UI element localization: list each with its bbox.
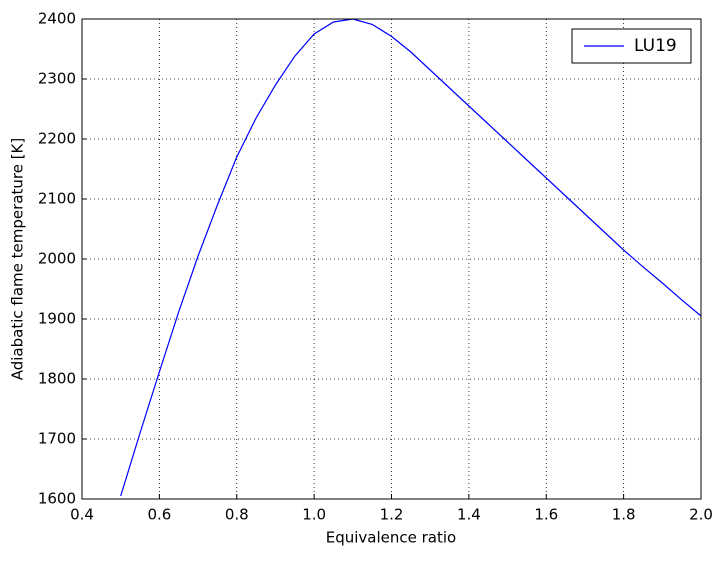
y-tick-label: 1900 [38,310,76,328]
plot-frame [81,18,702,500]
y-tick-label: 1600 [38,490,76,508]
x-tick-label: 2.0 [689,506,713,524]
legend-label: LU19 [634,36,677,56]
x-tick-label: 1.8 [612,506,636,524]
x-tick-label: 1.4 [457,506,481,524]
y-axis-label: Adiabatic flame temperature [K] [9,138,27,381]
x-axis-label: Equivalence ratio [326,529,456,547]
y-tick-label: 1700 [38,430,76,448]
y-tick-label: 2000 [38,250,76,268]
x-tick-label: 0.4 [70,506,94,524]
y-tick-label: 2200 [38,130,76,148]
data-line [120,18,702,497]
y-tick-label: 2100 [38,190,76,208]
y-tick-label: 1800 [38,370,76,388]
y-tick-label: 2300 [38,70,76,88]
x-tick-label: 0.6 [147,506,171,524]
x-tick-label: 1.6 [534,506,558,524]
x-tick-label: 0.8 [225,506,249,524]
y-tick-label: 2400 [38,10,76,28]
x-tick-label: 1.0 [302,506,326,524]
x-tick-label: 1.2 [380,506,404,524]
